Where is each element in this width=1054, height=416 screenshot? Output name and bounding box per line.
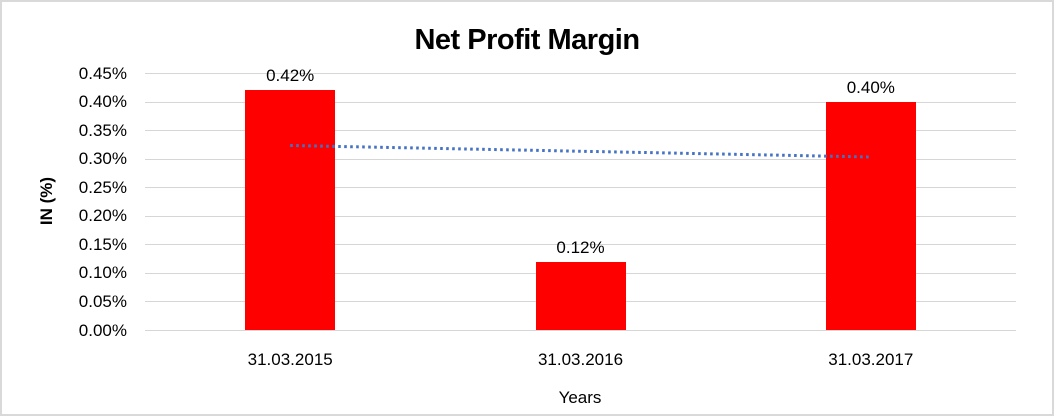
- y-tick-label: 0.30%: [78, 149, 127, 169]
- bar-data-label: 0.40%: [846, 77, 895, 97]
- y-tick-label: 0.00%: [78, 320, 127, 340]
- y-tick-label: 0.15%: [78, 234, 127, 254]
- trendline-dotted-line: [290, 144, 871, 159]
- gridline: [145, 73, 1016, 74]
- y-tick-label: 0.20%: [78, 206, 127, 226]
- y-tick-label: 0.35%: [78, 120, 127, 140]
- y-tick-label: 0.05%: [78, 291, 127, 311]
- y-tick-label: 0.10%: [78, 263, 127, 283]
- chart-title: Net Profit Margin: [414, 24, 640, 56]
- bar-31.03.2015: [245, 90, 336, 330]
- gridline: [145, 101, 1016, 103]
- bar-31.03.2017: [825, 101, 916, 330]
- gridline: [145, 187, 1016, 189]
- bar-data-label: 0.12%: [556, 237, 605, 257]
- x-tick-label: 31.03.2015: [247, 350, 333, 369]
- y-tick-label: 0.45%: [78, 63, 127, 83]
- x-tick-label: 31.03.2017: [828, 350, 914, 369]
- gridline: [145, 130, 1016, 132]
- x-tick-label: 31.03.2016: [537, 350, 624, 369]
- y-tick-label: 0.40%: [78, 92, 127, 112]
- bar-data-label: 0.42%: [266, 66, 315, 86]
- gridline: [145, 330, 1016, 331]
- gridline: [145, 244, 1016, 246]
- gridline: [145, 158, 1016, 160]
- bar-31.03.2016: [535, 261, 626, 330]
- gridline: [145, 215, 1016, 217]
- y-tick-label: 0.25%: [78, 177, 127, 197]
- x-axis-title: Years: [558, 388, 602, 407]
